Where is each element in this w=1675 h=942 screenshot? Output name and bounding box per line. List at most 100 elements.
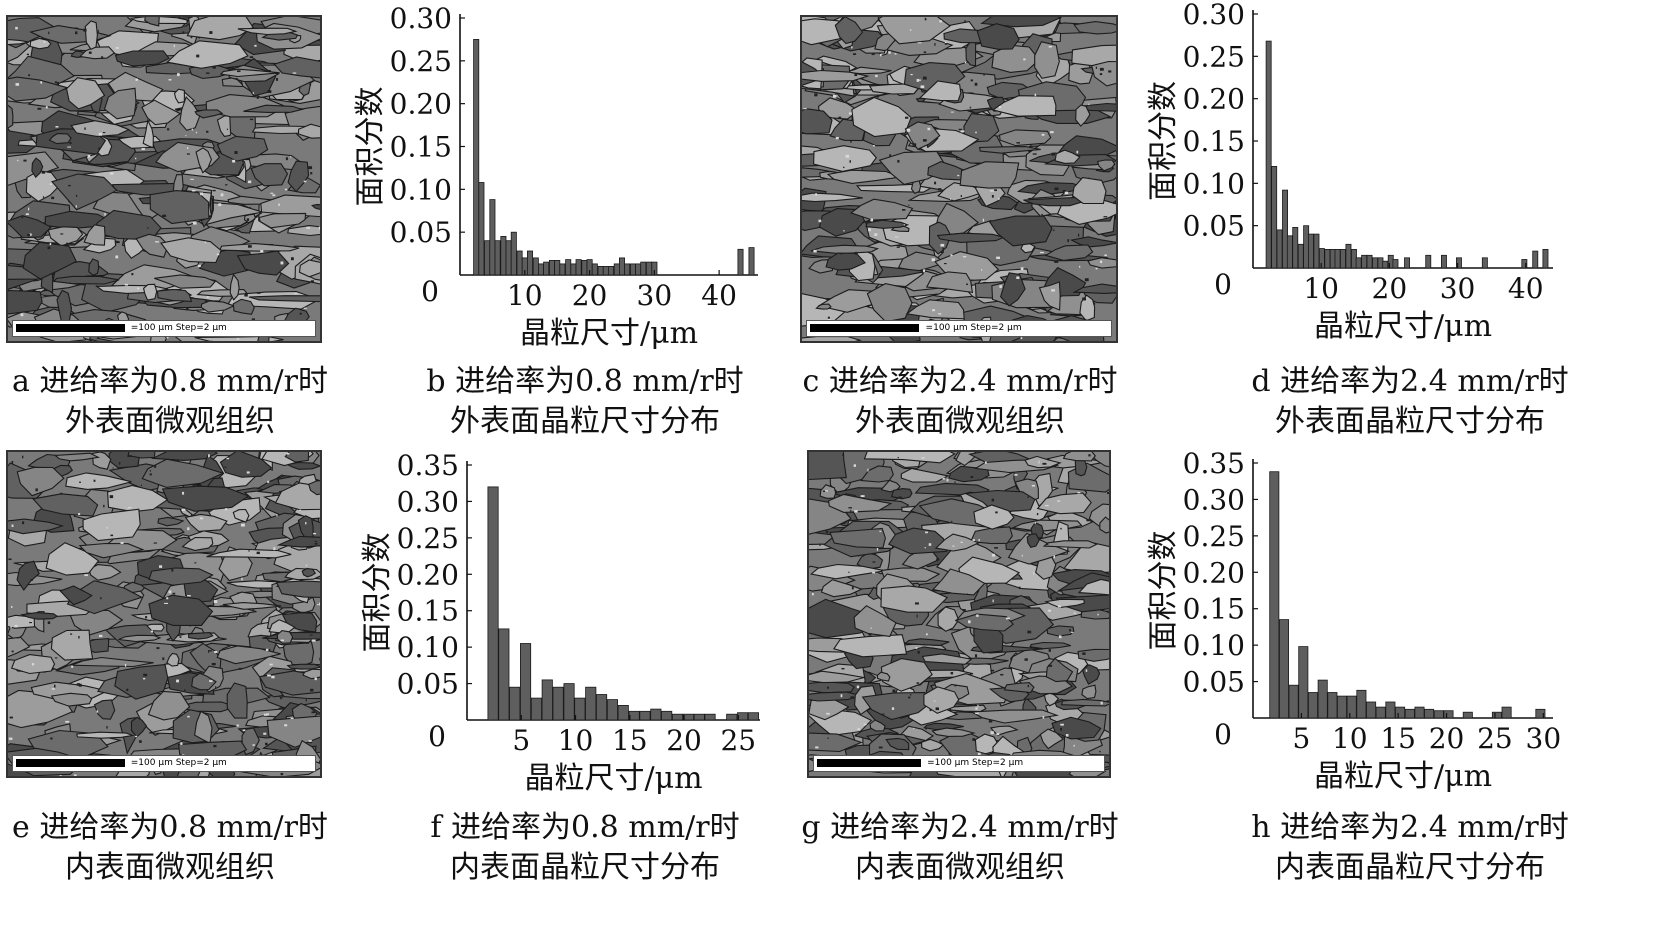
- grain: [826, 169, 903, 184]
- origin-label: 0: [1214, 718, 1232, 751]
- grain: [130, 716, 148, 738]
- speckle: [31, 663, 35, 666]
- speckle: [1073, 612, 1076, 614]
- grain: [877, 17, 951, 45]
- speckle: [1014, 474, 1018, 476]
- histogram-bar: [509, 686, 521, 721]
- y-tick-label: 0.35: [1183, 447, 1245, 480]
- speckle: [978, 538, 980, 542]
- speckle: [819, 543, 821, 546]
- speckle: [59, 775, 62, 776]
- speckle: [232, 69, 237, 71]
- speckle: [851, 46, 853, 49]
- grain: [184, 513, 228, 532]
- speckle: [270, 192, 274, 194]
- caption-line-1: f 进给率为0.8 mm/r时: [430, 810, 740, 845]
- histogram-h: 0.05 0.100.15 0.200.25 0.300.35 0 5 10 15 20 25 30…: [1146, 447, 1561, 794]
- speckle: [940, 243, 945, 247]
- speckle: [267, 90, 272, 93]
- speckle: [891, 707, 895, 710]
- speckle: [316, 604, 319, 606]
- speckle: [191, 189, 196, 192]
- speckle: [60, 492, 63, 495]
- speckle: [176, 73, 180, 77]
- grain: [127, 452, 156, 459]
- grain: [16, 560, 40, 592]
- speckle: [236, 338, 240, 340]
- x-tick-label: 15: [1380, 722, 1416, 755]
- speckle: [84, 127, 86, 130]
- speckle: [1033, 572, 1035, 575]
- speckle: [87, 154, 91, 158]
- grain: [903, 638, 950, 646]
- grain-map: [809, 452, 1109, 776]
- speckle: [950, 111, 954, 113]
- origin-label: 0: [1214, 268, 1232, 301]
- speckle: [96, 710, 99, 713]
- speckle: [314, 543, 318, 545]
- histogram-bar: [1521, 259, 1528, 269]
- speckle: [88, 51, 92, 54]
- speckle: [925, 727, 928, 730]
- speckle: [977, 704, 979, 707]
- y-tick-label: 0.25: [1183, 520, 1245, 553]
- speckle: [857, 227, 860, 230]
- speckle: [187, 527, 190, 531]
- speckle: [290, 156, 292, 158]
- speckle: [958, 128, 963, 131]
- speckle: [314, 677, 317, 681]
- speckle: [1095, 267, 1098, 270]
- speckle: [200, 192, 204, 196]
- speckle: [850, 509, 852, 512]
- speckle: [962, 609, 966, 611]
- histogram-f: 0.05 0.100.15 0.200.25 0.300.35 0 5 10 15 20 25 晶粒…: [360, 449, 760, 796]
- speckle: [1059, 693, 1061, 696]
- speckle: [925, 531, 928, 534]
- speckle: [902, 208, 906, 211]
- speckle: [56, 81, 59, 85]
- speckle: [98, 132, 103, 136]
- histogram-bar: [591, 263, 598, 276]
- x-tick-label: 40: [1508, 272, 1544, 305]
- grain: [900, 467, 950, 483]
- y-tick-label: 0.10: [390, 173, 452, 206]
- y-tick-label: 0.30: [397, 485, 459, 518]
- histogram-bar: [1340, 248, 1346, 269]
- histogram-bar: [541, 679, 553, 721]
- speckle: [127, 455, 132, 457]
- speckle: [984, 461, 987, 464]
- speckle: [23, 159, 27, 162]
- speckle: [825, 490, 828, 492]
- speckle: [878, 746, 883, 749]
- y-tick-label: 0.05: [390, 216, 452, 249]
- speckle: [913, 727, 915, 729]
- histogram-bar: [585, 686, 597, 721]
- speckle: [1086, 519, 1090, 522]
- speckle: [938, 188, 942, 191]
- speckle: [256, 97, 259, 99]
- grain: [266, 715, 320, 748]
- speckle: [826, 712, 830, 715]
- speckle: [938, 313, 942, 315]
- grain: [173, 88, 185, 104]
- speckle: [840, 252, 843, 255]
- grain: [856, 552, 884, 570]
- speckle: [49, 183, 52, 185]
- speckle: [1053, 555, 1056, 559]
- histogram-bar: [498, 628, 510, 721]
- grain: [1072, 177, 1107, 205]
- speckle: [280, 261, 284, 265]
- caption-c: c 进给率为2.4 mm/r时 外表面微观组织: [790, 362, 1130, 442]
- speckle: [181, 508, 186, 511]
- histogram-bar: [1355, 257, 1362, 269]
- speckle: [124, 283, 129, 286]
- speckle: [894, 53, 897, 55]
- speckle: [855, 733, 857, 737]
- y-tick-label: 0.35: [397, 449, 459, 482]
- speckle: [942, 477, 945, 480]
- speckle: [976, 614, 979, 617]
- speckle: [921, 457, 925, 459]
- grain: [887, 527, 948, 555]
- speckle: [256, 292, 261, 294]
- speckle: [912, 143, 917, 146]
